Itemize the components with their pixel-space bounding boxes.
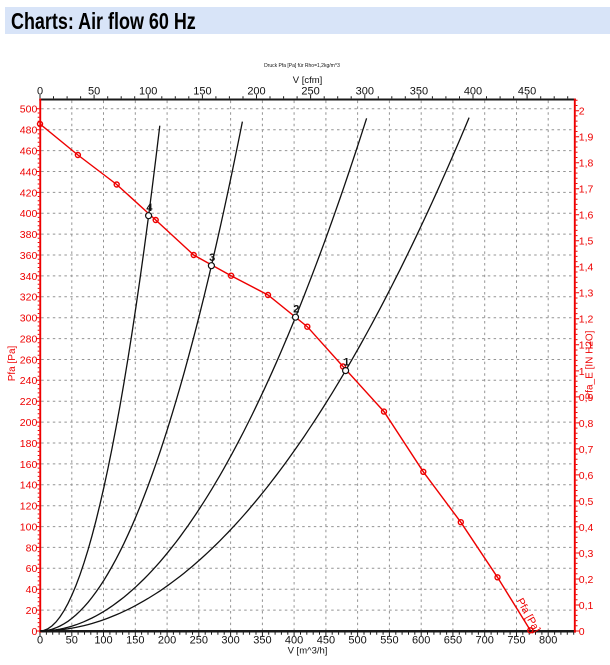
svg-text:1: 1 <box>579 366 585 378</box>
svg-text:0,1: 0,1 <box>579 600 594 612</box>
svg-text:400: 400 <box>285 634 303 646</box>
svg-text:340: 340 <box>20 271 38 283</box>
svg-text:320: 320 <box>20 292 38 304</box>
svg-text:460: 460 <box>20 146 38 158</box>
svg-text:180: 180 <box>20 438 38 450</box>
svg-text:160: 160 <box>20 459 38 471</box>
svg-text:450: 450 <box>518 86 536 98</box>
svg-text:3: 3 <box>209 252 215 264</box>
svg-text:200: 200 <box>20 417 38 429</box>
svg-text:1,9: 1,9 <box>579 132 594 144</box>
svg-text:50: 50 <box>66 634 78 646</box>
svg-text:0: 0 <box>37 634 43 646</box>
svg-text:500: 500 <box>20 104 38 116</box>
svg-text:250: 250 <box>301 86 319 98</box>
svg-text:650: 650 <box>444 634 462 646</box>
svg-text:200: 200 <box>158 634 176 646</box>
svg-text:0: 0 <box>579 626 585 638</box>
svg-text:550: 550 <box>380 634 398 646</box>
svg-text:400: 400 <box>20 208 38 220</box>
svg-text:700: 700 <box>476 634 494 646</box>
svg-text:0: 0 <box>31 626 37 638</box>
svg-text:0,6: 0,6 <box>579 470 594 482</box>
svg-text:Pfa [Pa]: Pfa [Pa] <box>7 345 18 381</box>
svg-text:100: 100 <box>20 522 38 534</box>
svg-text:Pfa_E [IN H2O]: Pfa_E [IN H2O] <box>584 330 595 399</box>
svg-text:220: 220 <box>20 396 38 408</box>
svg-text:380: 380 <box>20 229 38 241</box>
svg-text:0,8: 0,8 <box>579 418 594 430</box>
svg-text:1,3: 1,3 <box>579 288 594 300</box>
svg-text:400: 400 <box>464 86 482 98</box>
svg-text:1,6: 1,6 <box>579 210 594 222</box>
svg-text:100: 100 <box>139 86 157 98</box>
svg-text:0,7: 0,7 <box>579 444 594 456</box>
svg-text:420: 420 <box>20 187 38 199</box>
svg-text:V [cfm]: V [cfm] <box>293 75 323 86</box>
svg-text:350: 350 <box>410 86 428 98</box>
svg-text:Druck Pfa [Pa] für Rho=1,2kg/m: Druck Pfa [Pa] für Rho=1,2kg/m^3 <box>264 63 340 69</box>
svg-text:1,2: 1,2 <box>579 314 594 326</box>
svg-text:50: 50 <box>88 86 100 98</box>
svg-text:300: 300 <box>20 313 38 325</box>
svg-text:500: 500 <box>348 634 366 646</box>
svg-text:300: 300 <box>356 86 374 98</box>
svg-text:40: 40 <box>26 584 38 596</box>
svg-text:80: 80 <box>26 542 38 554</box>
svg-text:0,4: 0,4 <box>579 522 594 534</box>
svg-text:600: 600 <box>412 634 430 646</box>
svg-text:0,3: 0,3 <box>579 548 594 560</box>
svg-text:750: 750 <box>507 634 525 646</box>
svg-text:280: 280 <box>20 334 38 346</box>
svg-text:1,1: 1,1 <box>579 340 594 352</box>
svg-text:150: 150 <box>193 86 211 98</box>
svg-text:20: 20 <box>26 605 38 617</box>
svg-text:1,8: 1,8 <box>579 158 594 170</box>
svg-text:150: 150 <box>126 634 144 646</box>
svg-text:2: 2 <box>293 303 299 315</box>
svg-text:300: 300 <box>221 634 239 646</box>
svg-text:0,5: 0,5 <box>579 496 594 508</box>
svg-text:350: 350 <box>253 634 271 646</box>
svg-text:0,2: 0,2 <box>579 574 594 586</box>
svg-text:1,7: 1,7 <box>579 184 594 196</box>
svg-text:4: 4 <box>146 202 153 214</box>
svg-text:240: 240 <box>20 375 38 387</box>
svg-text:440: 440 <box>20 166 38 178</box>
svg-text:1,4: 1,4 <box>579 262 594 274</box>
svg-text:100: 100 <box>94 634 112 646</box>
svg-text:250: 250 <box>190 634 208 646</box>
svg-text:0,9: 0,9 <box>579 392 594 404</box>
svg-text:1,5: 1,5 <box>579 236 594 248</box>
svg-text:V [m^3/h]: V [m^3/h] <box>288 646 328 657</box>
svg-text:1: 1 <box>343 357 349 369</box>
svg-text:200: 200 <box>247 86 265 98</box>
svg-text:140: 140 <box>20 480 38 492</box>
svg-text:60: 60 <box>26 563 38 575</box>
svg-text:480: 480 <box>20 125 38 137</box>
svg-text:2: 2 <box>579 106 585 118</box>
svg-text:260: 260 <box>20 354 38 366</box>
svg-text:800: 800 <box>539 634 557 646</box>
svg-text:450: 450 <box>317 634 335 646</box>
svg-text:360: 360 <box>20 250 38 262</box>
svg-text:120: 120 <box>20 501 38 513</box>
svg-text:0: 0 <box>37 86 43 98</box>
